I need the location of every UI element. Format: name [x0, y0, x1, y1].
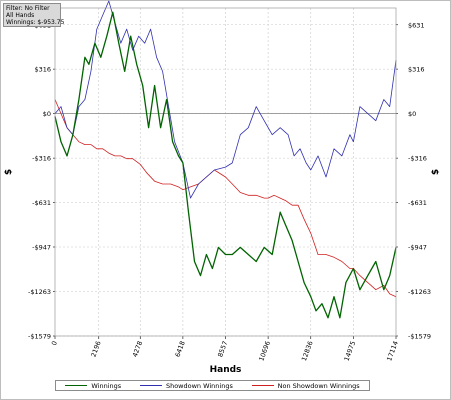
winnings-total-label: Winnings: $-953.75 — [6, 19, 65, 26]
y-tick-label-left: -$1263 — [28, 288, 51, 296]
legend-swatch-icon — [139, 385, 162, 386]
x-tick-label: 17114 — [385, 340, 400, 362]
x-tick-label: 12836 — [300, 340, 315, 362]
y-tick-label-left: -$947 — [32, 243, 51, 251]
legend-item-non-showdown: Non Showdown Winnings — [251, 381, 360, 390]
y-axis-title-left: $ — [4, 169, 14, 175]
axes — [53, 7, 398, 339]
y-tick-label-right: $0 — [408, 110, 416, 118]
legend-label: Showdown Winnings — [165, 381, 233, 390]
x-tick-label: 10696 — [257, 340, 272, 362]
x-tick-label: 2196 — [89, 340, 102, 358]
y-tick-label-right: -$631 — [408, 199, 427, 207]
y-tick-label-left: $316 — [34, 66, 51, 74]
legend-swatch-icon — [251, 385, 274, 386]
y-tick-label-right: $631 — [408, 21, 425, 29]
y-axis-title-right: $ — [431, 169, 441, 175]
x-tick-label: 14975 — [343, 340, 358, 362]
series-line-non-showdown-winnings — [54, 99, 397, 298]
legend-swatch-icon — [65, 385, 88, 386]
legend-label: Winnings — [91, 381, 122, 390]
x-tick-label: 6418 — [174, 340, 187, 358]
series-line-winnings — [54, 11, 397, 319]
legend-item-winnings: Winnings — [65, 382, 121, 390]
legend: Winnings Showdown Winnings Non Showdown … — [55, 380, 370, 391]
x-axis-title: Hands — [210, 365, 242, 375]
series — [54, 0, 397, 319]
y-tick-label-right: -$1263 — [408, 288, 431, 296]
legend-item-showdown: Showdown Winnings — [139, 381, 233, 390]
x-tick-label: 8557 — [216, 340, 229, 358]
legend-label: Non Showdown Winnings — [277, 381, 360, 390]
tick-labels: $631$631$316$316$0$0-$316-$316-$631-$631… — [4, 21, 441, 375]
y-tick-label-right: -$316 — [408, 155, 427, 163]
filter-info-box: Filter: No Filter All Hands Winnings: $-… — [3, 3, 65, 27]
y-tick-label-left: -$316 — [32, 155, 51, 163]
y-tick-label-right: -$1579 — [408, 333, 431, 341]
y-tick-label-left: -$1579 — [28, 333, 51, 341]
filter-label: Filter: No Filter — [6, 5, 50, 12]
x-tick-label: 4278 — [131, 340, 144, 358]
x-tick-label: 0 — [50, 340, 59, 347]
y-tick-label-right: $316 — [408, 66, 425, 74]
y-tick-label-left: -$631 — [32, 199, 51, 207]
series-line-showdown-winnings — [54, 0, 397, 199]
plot-area-border — [54, 7, 397, 337]
hands-label: All Hands — [6, 12, 35, 19]
y-tick-label-right: -$947 — [408, 243, 427, 251]
y-tick-label-left: $0 — [43, 110, 51, 118]
